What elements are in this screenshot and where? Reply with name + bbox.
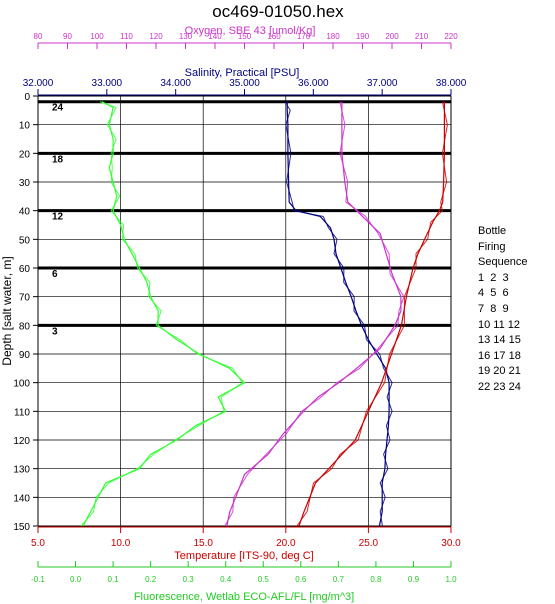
oxygen-tick-label: 190 xyxy=(356,32,370,41)
depth-tick-label: 20 xyxy=(19,149,31,160)
fluorescence-axis-label: Fluorescence, Wetlab ECO-AFL/FL [mg/m^3] xyxy=(134,591,354,603)
depth-tick-label: 50 xyxy=(19,235,31,246)
depth-tick-label: 30 xyxy=(19,178,31,189)
oxygen-tick-label: 200 xyxy=(385,32,399,41)
temperature-tick-label: 5.0 xyxy=(31,538,45,549)
plot-frame xyxy=(37,95,452,527)
oxygen-tick-label: 100 xyxy=(90,32,104,41)
temperature-tick-label: 20.0 xyxy=(276,538,296,549)
legend-row: 19 20 21 xyxy=(478,365,521,378)
depth-tick-label: 150 xyxy=(13,522,30,533)
bottle-firing-layer: 24 18 12 6 3 xyxy=(38,100,451,337)
bottle-number-label: 24 xyxy=(52,103,64,114)
legend-title-line: Bottle xyxy=(478,225,507,237)
legend-row: 1 2 3 xyxy=(478,271,509,284)
legend-rows: 1 2 3 4 5 6 7 8 9 10 11 12 13 14 15 16 17 18 1… xyxy=(478,271,528,396)
legend-row: 22 23 24 xyxy=(478,380,521,393)
depth-tick-label: 40 xyxy=(19,207,31,218)
temperature-series-line xyxy=(296,101,448,527)
salinity-axis-label: Salinity, Practical [PSU] xyxy=(185,67,300,79)
oxygen-tick-label: 90 xyxy=(63,32,72,41)
salinity-tick-label: 33.000 xyxy=(92,78,123,89)
depth-tick-label: 120 xyxy=(13,436,30,447)
bottle-number-label: 6 xyxy=(52,269,58,280)
legend-row: 4 5 6 xyxy=(478,287,509,300)
fluorescence-tick-label: 1.0 xyxy=(445,575,457,584)
oxygen-tick-label: 170 xyxy=(297,32,311,41)
legend-row: 16 17 18 xyxy=(478,349,521,362)
depth-tick-label: 130 xyxy=(13,465,30,476)
depth-tick-label: 90 xyxy=(19,350,31,361)
fluorescence-tick-label: 0.2 xyxy=(145,575,157,584)
temperature-tick-label: 15.0 xyxy=(193,538,213,549)
salinity-tick-label: 35.000 xyxy=(229,78,260,89)
oxygen-tick-label: 120 xyxy=(149,32,163,41)
series-layer xyxy=(80,101,448,527)
fluorescence-tick-label: 0.5 xyxy=(258,575,270,584)
depth-tick-label: 60 xyxy=(19,264,31,275)
oxygen-tick-label: 220 xyxy=(444,32,458,41)
legend-row: 13 14 15 xyxy=(478,334,521,347)
salinity-tick-label: 34.000 xyxy=(160,78,191,89)
oxygen-axis-label: Oxygen, SBE 43 [umol/Kg] xyxy=(185,25,316,37)
fluorescence-tick-label: 0.8 xyxy=(370,575,382,584)
fluorescence-tick-label: 0.7 xyxy=(333,575,345,584)
bottle-number-label: 12 xyxy=(52,212,64,223)
depth-axis-label: Depth [salt water, m] xyxy=(0,256,14,365)
oxygen-series-line xyxy=(224,101,405,527)
fluorescence-tick-label: 0.6 xyxy=(295,575,307,584)
temperature-tick-label: 10.0 xyxy=(111,538,131,549)
fluorescence-tick-label: 0.4 xyxy=(220,575,232,584)
salinity-series-line xyxy=(284,101,393,527)
fluorescence-series-line xyxy=(80,101,244,527)
fluorescence-tick-label: 0.1 xyxy=(108,575,120,584)
salinity-tick-label: 38.000 xyxy=(436,78,467,89)
fluorescence-tick-label: 0.9 xyxy=(408,575,420,584)
oxygen-series-line xyxy=(226,101,402,527)
legend-title: Bottle Firing Sequence xyxy=(478,224,528,271)
oxygen-tick-label: 150 xyxy=(238,32,252,41)
fluorescence-tick-label: -0.1 xyxy=(31,575,45,584)
fluorescence-tick-label: 0.3 xyxy=(183,575,195,584)
temperature-tick-label: 30.0 xyxy=(441,538,461,549)
oxygen-tick-label: 140 xyxy=(208,32,222,41)
oxygen-tick-label: 180 xyxy=(326,32,340,41)
salinity-tick-label: 37.000 xyxy=(367,78,398,89)
depth-tick-label: 0 xyxy=(24,92,30,103)
salinity-tick-label: 36.000 xyxy=(298,78,329,89)
depth-tick-label: 140 xyxy=(13,493,30,504)
bottle-firing-legend: Bottle Firing Sequence 1 2 3 4 5 6 7 8 9 10 1… xyxy=(478,224,528,396)
oxygen-tick-label: 210 xyxy=(415,32,429,41)
axes-layer: 0 10 20 30 40 50 60 70 80 90 100 110 120 130 140 150 80 9… xyxy=(13,32,466,584)
temperature-axis-label: Temperature [ITS-90, deg C] xyxy=(174,550,313,562)
oxygen-tick-label: 130 xyxy=(179,32,193,41)
oxygen-tick-label: 80 xyxy=(34,32,43,41)
salinity-tick-label: 32.000 xyxy=(23,78,54,89)
salinity-series-line xyxy=(286,101,390,527)
fluorescence-series-line xyxy=(82,101,246,527)
oxygen-tick-label: 160 xyxy=(267,32,281,41)
chart-title: oc469-01050.hex xyxy=(212,2,344,21)
temperature-tick-label: 25.0 xyxy=(359,538,379,549)
oxygen-tick-label: 110 xyxy=(120,32,133,41)
legend-row: 7 8 9 xyxy=(478,302,509,315)
depth-tick-label: 70 xyxy=(19,293,31,304)
bottle-number-label: 3 xyxy=(52,326,58,337)
fluorescence-tick-label: 0.0 xyxy=(70,575,82,584)
legend-row: 10 11 12 xyxy=(478,318,521,331)
grid-layer xyxy=(37,95,452,527)
depth-tick-label: 80 xyxy=(19,321,31,332)
temperature-series-line xyxy=(298,101,445,527)
depth-tick-label: 10 xyxy=(19,121,31,132)
legend-title-line: Firing xyxy=(478,240,506,253)
legend-title-line: Sequence xyxy=(478,256,528,269)
bottle-number-label: 18 xyxy=(52,154,64,165)
depth-tick-label: 110 xyxy=(14,407,30,418)
depth-tick-label: 100 xyxy=(13,379,30,390)
